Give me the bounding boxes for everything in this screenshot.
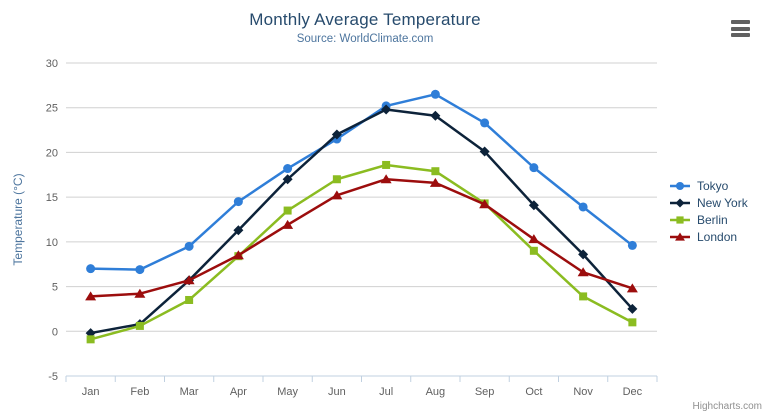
series-line-tokyo (89, 93, 634, 271)
chart-subtitle: Source: WorldClimate.com (296, 33, 434, 45)
data-point-circle[interactable] (627, 240, 637, 250)
data-point-triangle[interactable] (675, 232, 685, 241)
data-point-square[interactable] (283, 206, 292, 215)
data-point-circle[interactable] (578, 202, 588, 212)
data-point-triangle[interactable] (331, 190, 343, 200)
data-point-triangle[interactable] (183, 275, 195, 285)
data-point-diamond[interactable] (233, 225, 244, 236)
data-point-triangle[interactable] (134, 288, 146, 298)
x-axis-tick-label: Sep (475, 386, 495, 398)
data-point-diamond[interactable] (479, 146, 490, 157)
data-point-diamond[interactable] (578, 249, 589, 260)
data-point-circle[interactable] (283, 164, 293, 174)
data-point-circle[interactable] (86, 264, 96, 274)
data-point-circle[interactable] (675, 181, 685, 190)
data-point-diamond[interactable] (381, 104, 392, 115)
data-point-diamond[interactable] (627, 303, 638, 314)
x-axis-tick-label: Aug (426, 386, 446, 398)
data-point-circle[interactable] (430, 89, 440, 99)
y-axis-tick-label: 20 (46, 147, 58, 159)
x-axis-tick-label: Jun (328, 386, 346, 398)
hamburger-icon (731, 20, 750, 24)
x-axis-tick-label: Mar (180, 386, 199, 398)
data-point-diamond[interactable] (331, 129, 342, 140)
triangle-series-marker-icon (670, 232, 690, 241)
data-point-triangle[interactable] (232, 250, 244, 260)
x-axis-tick-label: Feb (130, 386, 149, 398)
legend-label: Tokyo (697, 178, 729, 193)
data-point-triangle[interactable] (479, 199, 491, 209)
data-point-square[interactable] (332, 175, 341, 184)
data-point-triangle[interactable] (429, 177, 441, 187)
chart-title: Monthly Average Temperature (249, 10, 481, 29)
data-point-diamond[interactable] (430, 110, 441, 121)
data-point-circle[interactable] (529, 163, 539, 173)
data-point-square[interactable] (676, 215, 684, 224)
y-axis-tick-label: 15 (46, 192, 58, 204)
data-point-circle[interactable] (233, 197, 243, 207)
x-axis-tick-label: Apr (230, 386, 247, 398)
x-axis-tick-label: Jan (82, 386, 100, 398)
series-line-new-york (89, 108, 634, 335)
circle-series-marker-icon (670, 181, 690, 190)
legend-label: Berlin (697, 212, 728, 227)
data-point-diamond[interactable] (282, 174, 293, 185)
data-point-circle[interactable] (135, 265, 145, 275)
data-point-square[interactable] (185, 295, 194, 304)
data-point-square[interactable] (135, 321, 144, 330)
x-axis-tick-label: Jul (379, 386, 393, 398)
hamburger-icon (731, 26, 750, 31)
legend-label: New York (697, 195, 748, 210)
data-point-square[interactable] (628, 318, 637, 327)
data-point-square[interactable] (579, 292, 588, 301)
y-axis-tick-label: 30 (46, 58, 58, 70)
data-point-triangle[interactable] (528, 234, 540, 244)
data-point-circle[interactable] (184, 241, 194, 251)
diamond-series-marker-icon (670, 198, 690, 207)
export-menu-button[interactable] (731, 20, 750, 37)
data-point-square[interactable] (86, 335, 95, 344)
y-axis-tick-label: 25 (46, 103, 58, 115)
data-point-circle[interactable] (480, 118, 490, 128)
data-point-triangle[interactable] (85, 291, 97, 301)
legend-item-new-york[interactable]: New York (670, 194, 748, 211)
y-axis-tick-label: 5 (52, 282, 58, 294)
hamburger-icon (731, 33, 750, 37)
legend-item-tokyo[interactable]: Tokyo (670, 177, 748, 194)
legend: Tokyo New York Berlin London (670, 177, 748, 245)
data-point-diamond[interactable] (675, 198, 685, 207)
x-axis-tick-label: May (277, 386, 298, 398)
y-axis-title: Temperature (°C) (11, 173, 25, 265)
data-point-square[interactable] (382, 160, 391, 169)
data-point-triangle[interactable] (577, 267, 589, 277)
y-axis-tick-label: -5 (48, 371, 58, 383)
legend-item-london[interactable]: London (670, 228, 748, 245)
x-axis-tick-label: Oct (525, 386, 542, 398)
data-point-diamond[interactable] (528, 200, 539, 211)
x-axis-tick-label: Dec (623, 386, 643, 398)
data-point-triangle[interactable] (380, 174, 392, 184)
legend-label: London (697, 229, 738, 244)
data-point-triangle[interactable] (282, 219, 294, 229)
series-line-berlin (89, 163, 634, 341)
series-line-london (89, 178, 634, 298)
data-point-square[interactable] (529, 246, 538, 255)
square-series-marker-icon (670, 215, 690, 224)
data-point-square[interactable] (431, 167, 440, 176)
y-axis-tick-label: 10 (46, 237, 58, 249)
legend-item-berlin[interactable]: Berlin (670, 211, 748, 228)
y-axis-tick-label: 0 (52, 326, 58, 338)
data-point-triangle[interactable] (626, 283, 638, 293)
highcharts-credit[interactable]: Highcharts.com (692, 401, 762, 412)
x-axis-tick-label: Nov (573, 386, 593, 398)
